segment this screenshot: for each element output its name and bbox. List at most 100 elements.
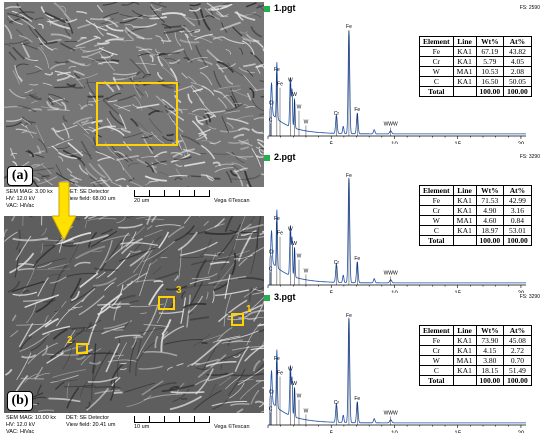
texture-line [54, 381, 65, 391]
texture-line [52, 127, 65, 141]
texture-line [62, 115, 68, 123]
texture-line [225, 170, 233, 184]
table-cell: 45.08 [503, 335, 532, 346]
texture-line [115, 154, 140, 162]
texture-line [137, 341, 156, 362]
table-cell: 10.53 [475, 66, 505, 77]
texture-line [112, 74, 137, 81]
texture-line [109, 305, 122, 309]
texture-line [81, 119, 90, 124]
texture-line [107, 359, 137, 363]
texture-line [195, 115, 204, 126]
texture-line [235, 115, 254, 121]
texture-line [242, 223, 264, 231]
texture-line [136, 216, 155, 220]
texture-line [219, 129, 240, 133]
texture-line [101, 17, 115, 24]
texture-line [75, 73, 99, 81]
texture-line [146, 216, 152, 225]
texture-line [252, 359, 261, 372]
texture-line [149, 54, 154, 63]
texture-line [75, 326, 86, 335]
texture-line [245, 2, 257, 8]
texture-line [224, 110, 241, 114]
texture-line [95, 151, 115, 160]
texture-line [129, 250, 142, 253]
texture-line [135, 62, 157, 66]
texture-line [240, 230, 257, 236]
texture-line [165, 285, 188, 291]
texture-line [246, 184, 250, 187]
texture-line [86, 79, 96, 95]
eds-full-scale: FS: 3290 [519, 154, 540, 160]
eds-panel-2: 2.pgt FS: 3290 5101520FeFeCrWCCrFeFeWWWW… [264, 152, 548, 293]
table-cell: Fe [419, 46, 454, 57]
texture-line [44, 315, 49, 323]
texture-line [189, 7, 201, 26]
texture-line [128, 300, 139, 305]
texture-line [184, 284, 224, 289]
texture-line [20, 377, 45, 380]
texture-line [126, 184, 130, 187]
texture-line [260, 173, 264, 176]
sem-detector: DET: SE Detector [66, 415, 110, 421]
texture-line [4, 228, 8, 237]
texture-line [156, 52, 180, 57]
texture-line [220, 21, 242, 31]
texture-line [47, 93, 69, 103]
texture-line [9, 147, 16, 160]
table-cell: 50.05 [503, 76, 532, 87]
texture-line [126, 27, 147, 35]
texture-line [82, 385, 97, 389]
table-cell: 43.82 [503, 46, 532, 57]
texture-line [155, 224, 182, 227]
texture-line [259, 113, 264, 116]
texture-line [30, 334, 49, 352]
texture-line [52, 369, 86, 378]
texture-line [36, 384, 42, 394]
texture-line [89, 175, 103, 187]
texture-line [48, 397, 81, 403]
texture-line [92, 349, 112, 385]
texture-line [154, 271, 179, 281]
texture-line [182, 49, 193, 63]
texture-line [168, 58, 181, 65]
texture-line [179, 134, 189, 155]
texture-line [123, 39, 134, 42]
sem-panel-b: 1 2 3 (b) SEM MAG: 10.00 kx HV: 12.0 kV … [4, 216, 264, 438]
texture-line [234, 103, 250, 108]
texture-line [97, 303, 131, 306]
texture-line [191, 120, 208, 140]
texture-line [138, 327, 164, 334]
table-cell: 42.99 [503, 195, 532, 206]
texture-line [124, 26, 145, 40]
texture-line [256, 316, 264, 318]
texture-line [89, 17, 111, 21]
texture-line [221, 92, 235, 108]
texture-line [121, 2, 135, 6]
texture-line [179, 38, 200, 44]
texture-line [24, 89, 33, 93]
texture-line [246, 92, 252, 101]
texture-line [170, 138, 185, 156]
texture-line [56, 145, 70, 149]
texture-line [262, 48, 264, 52]
scale-label: 20 um [134, 198, 150, 204]
instrument-brand: Vega ©Tescan [214, 424, 250, 430]
texture-line [171, 139, 183, 145]
texture-line [41, 106, 61, 109]
texture-line [62, 232, 92, 244]
texture-line [208, 275, 247, 285]
texture-line [153, 280, 164, 283]
texture-line [231, 252, 237, 276]
texture-line [206, 291, 209, 300]
texture-line [47, 18, 52, 26]
texture-line [240, 141, 250, 145]
texture-line [80, 36, 87, 40]
texture-line [179, 256, 204, 259]
texture-line [249, 87, 255, 99]
point-label-2: 2 [67, 335, 73, 346]
table-cell: 100.00 [475, 86, 505, 97]
region-box-a [96, 82, 178, 146]
texture-line [190, 81, 207, 90]
